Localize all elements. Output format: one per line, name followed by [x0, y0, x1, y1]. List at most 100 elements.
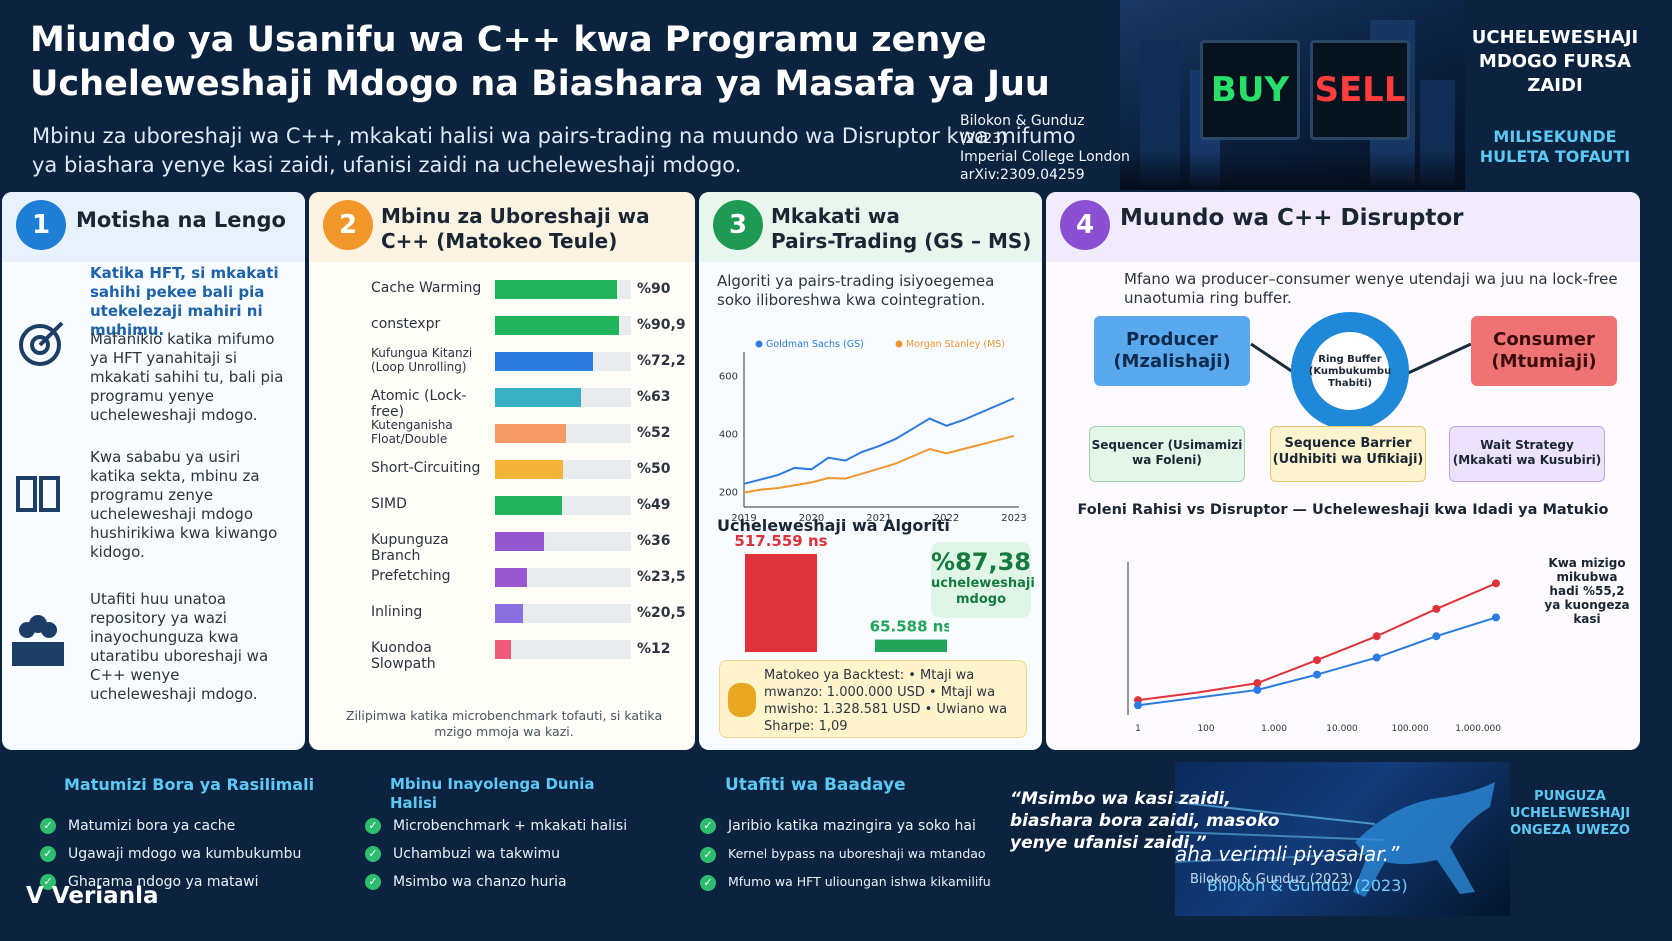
producer-node: Producer (Mzalishaji)	[1094, 316, 1250, 386]
bar-fill	[495, 568, 527, 587]
bar-fill	[495, 532, 544, 551]
bar-fill	[495, 460, 563, 479]
bar-fill	[495, 604, 523, 623]
bar-label: Kupunguza Branch	[371, 532, 449, 564]
backtest-text: Matokeo ya Backtest: • Mtaji wa mwanzo: …	[764, 668, 1008, 734]
slogan-main: UCHELEWESHAJI MDOGO FURSA ZAIDI	[1471, 27, 1639, 96]
panel-disruptor: 4 Muundo wa C++ Disruptor Mfano wa produ…	[1046, 192, 1640, 750]
book-icon	[16, 476, 60, 512]
bar-label: Prefetching	[371, 568, 451, 584]
data-point	[1313, 670, 1321, 679]
brand-logo: V Verianla	[26, 883, 159, 909]
latency-value-label: 65.588 ns	[870, 618, 949, 636]
bar-value: %36	[637, 533, 671, 549]
bar-value: %63	[637, 389, 671, 405]
sequencer-box: Sequencer (Usimamizi wa Foleni)	[1089, 426, 1245, 482]
bar-value: %20,5	[637, 605, 686, 621]
x-tick-label: 100	[1197, 724, 1214, 732]
footer-col1-title: Matumizi Bora ya Rasilimali	[64, 775, 315, 794]
coins-icon	[728, 683, 756, 717]
motivation-text-2: Kwa sababu ya usiri katika sekta, mbinu …	[90, 448, 278, 561]
bar-track	[495, 460, 631, 479]
x-tick-label: 2021	[866, 513, 891, 522]
bar-value: %90	[637, 281, 671, 297]
footer-col1-item: ✓ Ugawaji mdogo wa kumbukumbu	[40, 845, 301, 863]
step-number: 1	[16, 200, 66, 250]
image-credit-small: Bilokon & Gunduz (2023)	[1190, 872, 1353, 887]
legend-marker	[895, 340, 903, 348]
image-credit: Bilokon & Gunduz (2023)	[1207, 876, 1408, 895]
highlight-text: Katika HFT, si mkakati sahihi pekee bali…	[90, 264, 279, 339]
panel-title: Mkakati wa Pairs-Trading (GS – MS)	[771, 204, 1032, 253]
panel-title: Muundo wa C++ Disruptor	[1120, 205, 1464, 231]
bar-track	[495, 388, 631, 407]
check-icon: ✓	[365, 874, 381, 890]
target-icon	[19, 321, 64, 366]
legend-marker	[755, 340, 763, 348]
bar-value: %12	[637, 641, 671, 657]
x-tick-label: 2020	[799, 513, 824, 522]
data-point	[1432, 604, 1441, 613]
cheetah-icon	[1175, 782, 1495, 897]
y-tick-label: 200	[719, 488, 738, 499]
bar-track	[495, 604, 631, 623]
check-icon: ✓	[700, 846, 716, 863]
check-icon: ✓	[365, 818, 381, 834]
panel-header: 4 Muundo wa C++ Disruptor	[1046, 192, 1640, 262]
bar-track	[495, 280, 631, 299]
end-slogan: PUNGUZA UCHELEWESHAJI ONGEZA UWEZO	[1509, 789, 1631, 838]
footer-col3-item: ✓ Jaribio katika mazingira ya soko hai	[700, 817, 976, 835]
bar-value: %49	[637, 497, 671, 513]
page-subtitle: Mbinu za uboreshaji wa C++, mkakati hali…	[32, 124, 1076, 177]
footer-col2-item: ✓ Msimbo wa chanzo huria	[365, 873, 567, 891]
check-icon: ✓	[700, 818, 716, 834]
bar-label: Kuondoa Slowpath	[371, 640, 436, 672]
x-tick-label: 10.000	[1326, 724, 1358, 732]
panel-header: 1 Motisha na Lengo	[2, 192, 305, 262]
speedup-annotation: Kwa mizigo mikubwa hadi %55,2 ya kuongez…	[1544, 556, 1630, 626]
panel-optimizations: 2 Mbinu za Uboreshaji wa C++ (Matokeo Te…	[309, 192, 695, 750]
series-line	[1137, 582, 1497, 702]
data-point	[1253, 679, 1262, 688]
citation: Bilokon & Gunduz (2023) Imperial College…	[960, 113, 1130, 183]
series-line	[743, 434, 1015, 494]
series-line	[743, 397, 1015, 485]
bar-fill	[495, 280, 618, 299]
image-quote: aha verimli piyasalar.”	[1175, 842, 1400, 866]
bar-track	[495, 640, 631, 659]
motivation-text-1: Mafanikio katika mifumo ya HFT yanahitaj…	[90, 330, 284, 424]
panel-title: Mbinu za Uboreshaji wa C++ (Matokeo Teul…	[381, 204, 650, 253]
panel-motivation: 1 Motisha na Lengo Katika HFT, si mkakat…	[2, 192, 305, 750]
disruptor-connectors	[1250, 342, 1472, 376]
footer-col1-item: ✓ Matumizi bora ya cache	[40, 817, 235, 835]
disruptor-desc: Mfano wa producer–consumer wenye utendaj…	[1124, 270, 1618, 307]
bar-fill	[495, 640, 512, 659]
sell-screen: SELL	[1310, 40, 1410, 140]
bar-value: %52	[637, 425, 671, 441]
legend-label: Goldman Sachs (GS)	[766, 339, 864, 350]
bar-label: Kufungua Kitanzi (Loop Unrolling)	[371, 346, 473, 374]
bar-fill	[495, 352, 594, 371]
footer-col3-item: ✓ Mfumo wa HFT ulioungan ishwa kikamilifu	[700, 873, 991, 891]
hero-image: BUY SELL	[1120, 0, 1465, 190]
latency-bar	[875, 639, 947, 652]
bar-fill	[495, 316, 619, 335]
footer-col2-item: ✓ Uchambuzi wa takwimu	[365, 845, 560, 863]
bar-fill	[495, 388, 581, 407]
footer-col3-title: Utafiti wa Baadaye	[725, 775, 906, 795]
x-tick-label: 2023	[1001, 513, 1026, 522]
panel-header: 3 Mkakati wa Pairs-Trading (GS – MS)	[699, 192, 1042, 262]
pairs-line-chart: 200 400 600 2019 2020 2021 2022 2023 Goldman Sac…	[719, 339, 1027, 522]
bar-label: SIMD	[371, 496, 407, 512]
x-tick-label: 2019	[731, 513, 756, 522]
data-point	[1372, 632, 1381, 641]
y-tick-label: 600	[719, 372, 738, 383]
disruptor-chart-title: Foleni Rahisi vs Disruptor — Uchelewesha…	[1077, 502, 1609, 518]
barrier-box: Sequence Barrier (Udhibiti wa Ufikiaji)	[1270, 426, 1426, 482]
step-number: 4	[1060, 200, 1110, 250]
bar-fill	[495, 496, 562, 515]
bar-label: Kutenganisha Float/Double	[371, 418, 453, 446]
x-tick-label: 2022	[934, 513, 959, 522]
check-icon: ✓	[40, 818, 56, 834]
ring-buffer: Ring Buffer (Kumbukumbu Thabiti)	[1291, 312, 1409, 430]
